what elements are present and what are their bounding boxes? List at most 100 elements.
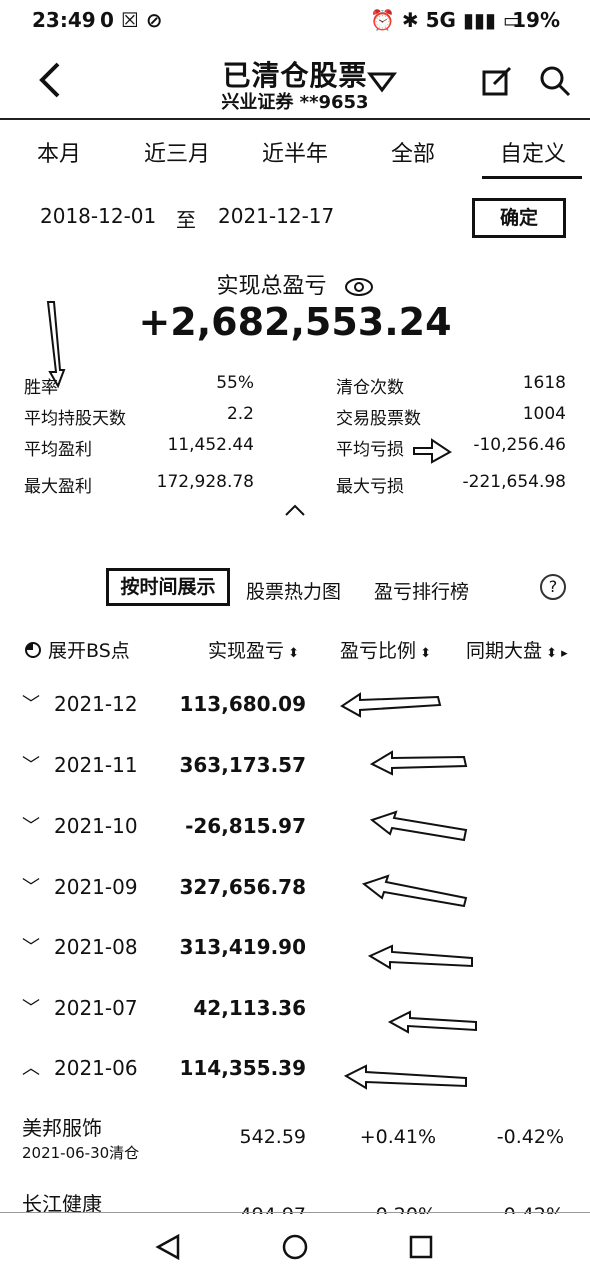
chevron-down-icon: ﹀: [22, 937, 40, 958]
stock-name: 美邦服饰: [22, 1116, 102, 1140]
circle-home-icon: [282, 1234, 308, 1260]
month-date: 2021-12: [54, 692, 138, 716]
stat-value-avg-profit: 11,452.44: [167, 435, 254, 455]
sort-icon: ⬍ ▸: [542, 646, 568, 661]
chevron-down-icon: ﹀: [22, 816, 40, 837]
total-pnl-value: +2,682,553.24: [138, 300, 452, 344]
tab-this-month[interactable]: 本月: [36, 142, 81, 167]
stat-label-close-count: 清仓次数: [336, 378, 404, 398]
view-heatmap-button[interactable]: 股票热力图: [246, 581, 342, 603]
header-divider: [0, 118, 590, 120]
edit-share-icon: [482, 66, 512, 96]
month-row-2021-06[interactable]: ︿ 2021-06 114,355.39: [0, 1052, 590, 1092]
nav-recents-button[interactable]: [406, 1232, 436, 1266]
eye-icon[interactable]: [344, 277, 374, 297]
expand-bs-toggle[interactable]: 展开BS点: [24, 636, 130, 663]
end-date[interactable]: 2021-12-17: [218, 204, 335, 228]
collapse-stats-button[interactable]: [284, 502, 306, 522]
sort-pnl-header[interactable]: 实现盈亏 ⬍: [208, 636, 299, 663]
account-dropdown[interactable]: [366, 66, 398, 98]
sort-icon: ⬍: [284, 646, 300, 661]
tab-all[interactable]: 全部: [390, 142, 435, 167]
hand-drawn-arrows: [46, 301, 477, 1090]
chevron-down-icon: [367, 72, 397, 93]
search-button[interactable]: [538, 64, 572, 98]
month-row-2021-09[interactable]: ﹀ 2021-09 327,656.78: [0, 871, 590, 911]
stock-pnl: 494.97: [186, 1204, 306, 1214]
month-date: 2021-09: [54, 875, 138, 899]
month-date: 2021-07: [54, 996, 138, 1020]
month-row-2021-10[interactable]: ﹀ 2021-10 -26,815.97: [0, 810, 590, 850]
chevron-down-icon: ﹀: [22, 694, 40, 715]
tab-half-year[interactable]: 近半年: [261, 142, 328, 167]
stat-label-avg-days: 平均持股天数: [24, 409, 126, 429]
stat-label-avg-loss: 平均亏损: [336, 440, 404, 460]
stock-pnl: 542.59: [239, 1126, 306, 1148]
stock-ratio: 0.20%: [330, 1204, 436, 1214]
chevron-up-icon: ︿: [22, 1058, 40, 1079]
active-tab-indicator: [482, 176, 582, 179]
stat-label-avg-profit: 平均盈利: [24, 440, 92, 460]
month-pnl: 313,419.90: [179, 935, 306, 959]
arrow-annotation: [343, 1064, 467, 1090]
tab-custom[interactable]: 自定义: [499, 142, 566, 167]
search-icon: [540, 66, 571, 97]
chevron-down-icon: ﹀: [22, 755, 40, 776]
arrow-annotation: [387, 1010, 477, 1034]
month-pnl: 114,355.39: [179, 1056, 306, 1080]
month-date: 2021-08: [54, 935, 138, 959]
square-recents-icon: [409, 1235, 433, 1259]
market-header-label: 同期大盘: [466, 640, 543, 662]
arrow-annotation: [413, 438, 452, 464]
system-nav-bar: [0, 1212, 590, 1280]
arrow-annotation: [361, 874, 468, 908]
chevron-down-icon: ﹀: [22, 877, 40, 898]
tab-three-months[interactable]: 近三月: [143, 142, 210, 167]
stat-value-close-count: 1618: [522, 373, 566, 393]
month-row-2021-07[interactable]: ﹀ 2021-07 42,113.36: [0, 992, 590, 1032]
month-pnl: 113,680.09: [179, 692, 306, 716]
month-row-2021-12[interactable]: ﹀ 2021-12 113,680.09: [0, 688, 590, 728]
stock-row[interactable]: 美邦服饰 2021-06-30清仓 542.59 +0.41% -0.42%: [0, 1110, 590, 1170]
back-button[interactable]: [30, 58, 74, 102]
total-pnl-label-text: 实现总盈亏: [216, 274, 327, 299]
back-icon: [39, 62, 60, 98]
sort-market-header[interactable]: 同期大盘 ⬍ ▸: [466, 636, 568, 663]
sort-ratio-header[interactable]: 盈亏比例 ⬍: [340, 636, 431, 663]
month-pnl: -26,815.97: [185, 814, 306, 838]
arrow-annotation: [340, 692, 442, 718]
stat-value-max-profit: 172,928.78: [156, 472, 254, 492]
stat-value-avg-loss: -10,256.46: [473, 435, 566, 455]
pnl-header-label: 实现盈亏: [208, 640, 285, 662]
stock-market: -0.42%: [496, 1126, 564, 1148]
month-date: 2021-10: [54, 814, 138, 838]
view-by-time-button[interactable]: 按时间展示: [106, 568, 230, 606]
arrow-annotation: [369, 750, 468, 776]
view-ranking-button[interactable]: 盈亏排行榜: [374, 581, 470, 603]
share-button[interactable]: [480, 64, 514, 98]
stock-market: 0.42%: [454, 1204, 564, 1214]
start-date[interactable]: 2018-12-01: [40, 204, 157, 228]
stock-close-date: 2021-06-30清仓: [22, 1144, 140, 1162]
stock-ratio: +0.41%: [359, 1126, 436, 1148]
stat-value-stock-count: 1004: [522, 404, 566, 424]
month-pnl: 42,113.36: [193, 996, 306, 1020]
nav-back-button[interactable]: [154, 1232, 184, 1266]
battery-level: 19%: [512, 8, 560, 32]
arrow-annotation: [367, 944, 473, 970]
stat-value-winrate: 55%: [216, 373, 254, 393]
stock-row[interactable]: 长江健康 494.97 0.20% 0.42%: [0, 1186, 590, 1214]
chevron-down-icon: ﹀: [22, 998, 40, 1019]
status-left-icons: 0 ☒ ⊘: [100, 8, 163, 32]
month-date: 2021-06: [54, 1056, 138, 1080]
stat-value-max-loss: -221,654.98: [462, 472, 566, 492]
stock-name: 长江健康: [22, 1192, 102, 1214]
month-row-2021-11[interactable]: ﹀ 2021-11 363,173.57: [0, 749, 590, 789]
nav-home-button[interactable]: [280, 1232, 310, 1266]
account-label: 兴业证券 **9653: [221, 92, 369, 113]
month-pnl: 363,173.57: [179, 753, 306, 777]
arrow-annotation: [46, 301, 66, 389]
help-icon[interactable]: ?: [540, 574, 566, 600]
confirm-button[interactable]: 确定: [472, 198, 566, 238]
month-row-2021-08[interactable]: ﹀ 2021-08 313,419.90: [0, 931, 590, 971]
